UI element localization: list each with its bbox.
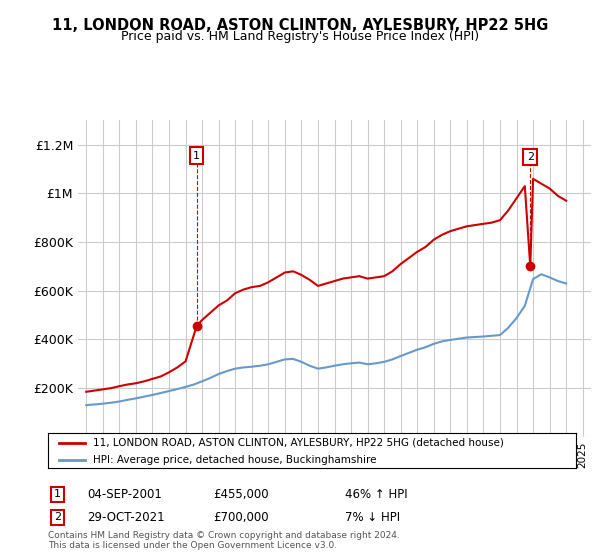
Text: 46% ↑ HPI: 46% ↑ HPI	[345, 488, 407, 501]
Text: 1: 1	[54, 489, 61, 500]
Text: 2: 2	[527, 152, 534, 162]
Text: 11, LONDON ROAD, ASTON CLINTON, AYLESBURY, HP22 5HG: 11, LONDON ROAD, ASTON CLINTON, AYLESBUR…	[52, 18, 548, 33]
Text: £455,000: £455,000	[213, 488, 269, 501]
Text: £700,000: £700,000	[213, 511, 269, 524]
Text: 1: 1	[193, 151, 200, 161]
Text: 7% ↓ HPI: 7% ↓ HPI	[345, 511, 400, 524]
Text: 2: 2	[54, 512, 61, 522]
Text: 04-SEP-2001: 04-SEP-2001	[87, 488, 162, 501]
Text: 29-OCT-2021: 29-OCT-2021	[87, 511, 164, 524]
Text: Price paid vs. HM Land Registry's House Price Index (HPI): Price paid vs. HM Land Registry's House …	[121, 30, 479, 43]
Text: Contains HM Land Registry data © Crown copyright and database right 2024.
This d: Contains HM Land Registry data © Crown c…	[48, 530, 400, 550]
Text: HPI: Average price, detached house, Buckinghamshire: HPI: Average price, detached house, Buck…	[93, 455, 376, 465]
Text: 11, LONDON ROAD, ASTON CLINTON, AYLESBURY, HP22 5HG (detached house): 11, LONDON ROAD, ASTON CLINTON, AYLESBUR…	[93, 437, 504, 447]
